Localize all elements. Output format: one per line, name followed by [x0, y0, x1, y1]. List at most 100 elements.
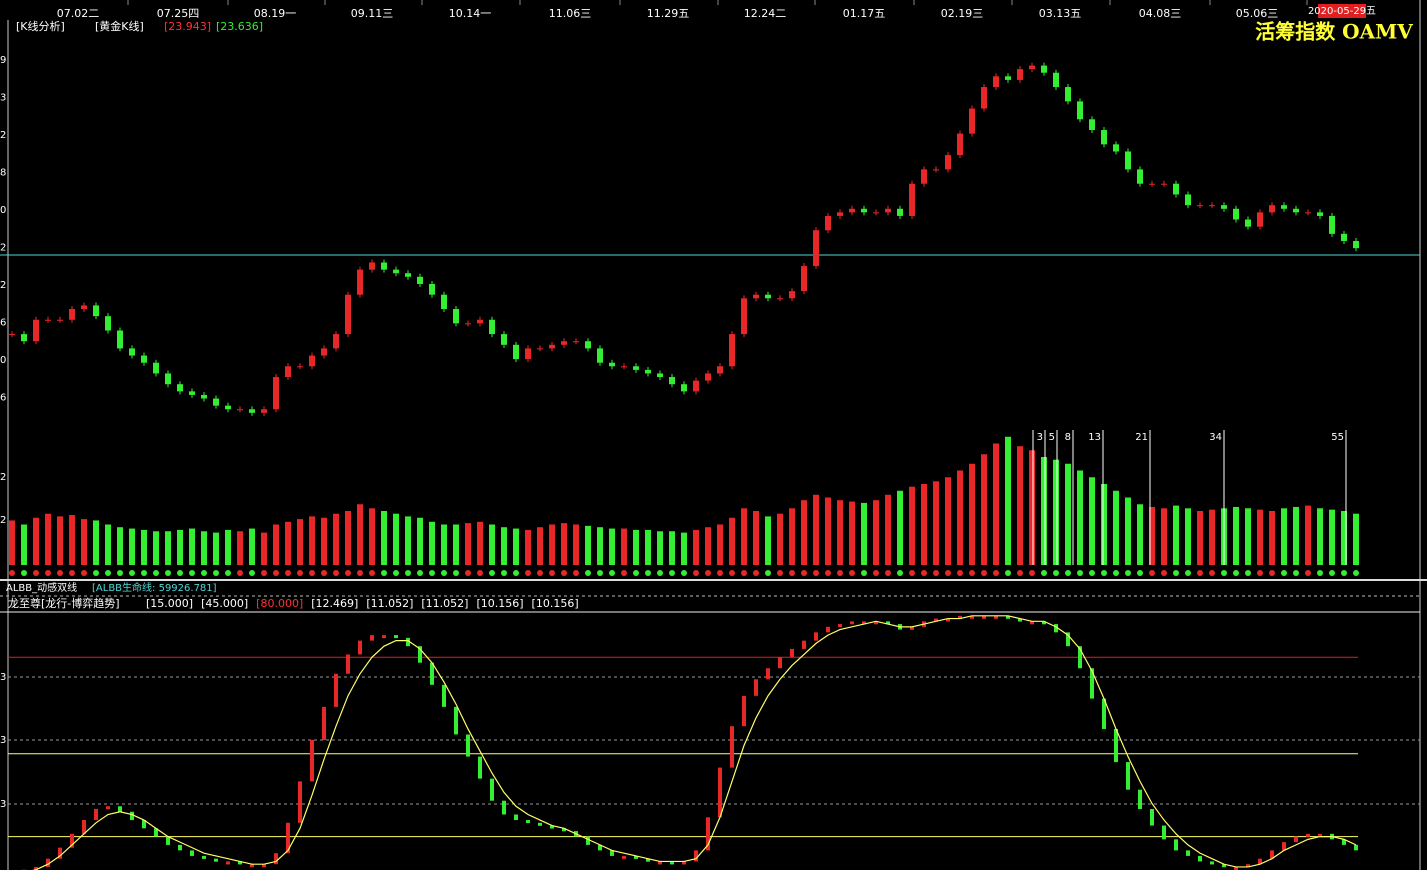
- oscillator-bar: [1042, 621, 1046, 625]
- oscillator-bar: [1174, 839, 1178, 851]
- signal-dot: [825, 570, 831, 576]
- signal-dot: [621, 570, 627, 576]
- candle-body: [429, 283, 435, 295]
- volume-bar: [1281, 508, 1287, 565]
- candle-body: [165, 373, 171, 385]
- signal-dot: [537, 570, 543, 576]
- oscillator-bar: [190, 850, 194, 856]
- oscillator-bar: [130, 811, 134, 821]
- candle-body: [237, 409, 243, 411]
- volume-bar: [405, 516, 411, 565]
- oscillator-bar: [814, 632, 818, 641]
- fib-label: 8: [1065, 432, 1071, 443]
- volume-bar: [897, 490, 903, 565]
- indicator-param: [15.000]: [146, 597, 193, 610]
- signal-dot: [573, 570, 579, 576]
- volume-bar: [345, 511, 351, 565]
- volume-bar: [429, 521, 435, 565]
- candle-body: [825, 215, 831, 231]
- signal-dot: [297, 570, 303, 576]
- candle-body: [1233, 208, 1239, 220]
- candle-body: [585, 341, 591, 349]
- volume-bar: [165, 531, 171, 565]
- fib-label: 5: [1049, 432, 1055, 443]
- volume-bar: [993, 443, 999, 565]
- volume-bar: [933, 481, 939, 565]
- candle-body: [309, 355, 315, 367]
- oscillator-bar: [34, 866, 38, 870]
- oscillator-bar: [238, 861, 242, 865]
- volume-bar: [1149, 506, 1155, 565]
- volume-bar: [645, 529, 651, 565]
- signal-dot: [1173, 570, 1179, 576]
- signal-dot: [1017, 570, 1023, 576]
- signal-dot: [693, 570, 699, 576]
- volume-bar: [1185, 508, 1191, 565]
- candle-body: [57, 319, 63, 321]
- volume-bar: [1029, 450, 1035, 565]
- signal-dot: [813, 570, 819, 576]
- signal-dot: [789, 570, 795, 576]
- header-tab: [K线分析]: [16, 19, 65, 33]
- volume-bar: [585, 525, 591, 565]
- volume-bar: [1305, 505, 1311, 565]
- signal-dot: [981, 570, 987, 576]
- oscillator-bar: [526, 820, 530, 824]
- signal-dot: [21, 570, 27, 576]
- oscillator-bar: [778, 657, 782, 669]
- oscillator-bar: [622, 855, 626, 859]
- candle-body: [909, 183, 915, 216]
- signal-dot: [657, 570, 663, 576]
- oscillator-bar: [1354, 844, 1358, 851]
- signal-dot: [93, 570, 99, 576]
- candle-body: [1269, 205, 1275, 213]
- candle-body: [33, 319, 39, 342]
- indicator-param: [80.000]: [256, 597, 303, 610]
- y-tick-label: 3: [0, 735, 6, 746]
- candle-body: [1245, 219, 1251, 227]
- oscillator-bar: [370, 635, 374, 641]
- signal-dot: [705, 570, 711, 576]
- signal-dot: [141, 570, 147, 576]
- oscillator-bar: [46, 858, 50, 867]
- volume-bar: [381, 511, 387, 565]
- y-tick-label: 8: [0, 168, 6, 179]
- volume-bar: [885, 494, 891, 565]
- volume-bar: [1017, 446, 1023, 565]
- date-label: 12.24二: [744, 7, 787, 20]
- oscillator-bar: [550, 825, 554, 829]
- signal-dot: [729, 570, 735, 576]
- candle-body: [153, 362, 159, 374]
- oscillator-bar: [310, 740, 314, 782]
- oscillator-bar: [730, 726, 734, 768]
- signal-dot: [285, 570, 291, 576]
- volume-bar: [1269, 511, 1275, 565]
- candle-body: [465, 323, 471, 325]
- signal-dot: [153, 570, 159, 576]
- oscillator-bar: [706, 817, 710, 851]
- candle-body: [1125, 151, 1131, 170]
- signal-dot: [393, 570, 399, 576]
- signal-dot: [261, 570, 267, 576]
- signal-dot: [753, 570, 759, 576]
- date-label: 09.11三: [351, 7, 394, 20]
- candle-body: [1113, 144, 1119, 152]
- signal-dot: [921, 570, 927, 576]
- signal-dot: [381, 570, 387, 576]
- date-label: 11.29五: [647, 7, 690, 20]
- oscillator-bar: [1210, 861, 1214, 865]
- candle-body: [969, 108, 975, 134]
- volume-bar: [357, 504, 363, 565]
- candle-body: [1329, 215, 1335, 234]
- signal-dot: [837, 570, 843, 576]
- volume-bar: [825, 497, 831, 565]
- signal-dot: [861, 570, 867, 576]
- oscillator-bar: [1006, 615, 1010, 619]
- header-tab: [黄金K线]: [95, 19, 144, 33]
- signal-dot: [1305, 570, 1311, 576]
- volume-bar: [285, 521, 291, 565]
- candle-body: [213, 398, 219, 406]
- volume-bar: [1053, 459, 1059, 565]
- volume-bar: [1197, 511, 1203, 565]
- albb-value: [ALBB生命线: 59926.781]: [92, 581, 217, 594]
